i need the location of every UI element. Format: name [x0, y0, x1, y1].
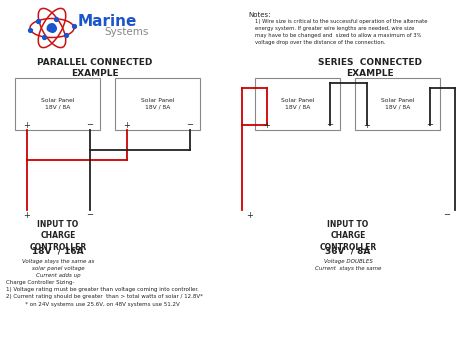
Text: +: +	[124, 120, 130, 130]
Text: Solar Panel
18V / 8A: Solar Panel 18V / 8A	[281, 98, 314, 110]
Text: −: −	[427, 120, 434, 130]
Text: −: −	[444, 210, 450, 219]
Text: +: +	[246, 210, 254, 219]
Text: −: −	[86, 120, 93, 130]
Text: +: +	[24, 210, 30, 219]
Text: e: e	[46, 20, 56, 35]
Bar	[355, 78, 440, 130]
Text: Voltage DOUBLES: Voltage DOUBLES	[324, 259, 373, 264]
Text: 36V  / 8A: 36V / 8A	[325, 246, 371, 255]
Text: Charge Controller Sizing-
1) Voltage rating must be greater than voltage coming : Charge Controller Sizing- 1) Voltage rat…	[6, 280, 203, 306]
Text: +: +	[24, 120, 30, 130]
Text: Solar Panel
18V / 8A: Solar Panel 18V / 8A	[141, 98, 174, 110]
Text: Systems: Systems	[104, 27, 148, 37]
Text: Marine: Marine	[78, 13, 137, 28]
Text: −: −	[327, 120, 334, 130]
Text: 18V  / 16A: 18V / 16A	[32, 246, 84, 255]
Text: Notes:: Notes:	[248, 12, 271, 18]
Text: 1) Wire size is critical to the successful operation of the alternate
energy sys: 1) Wire size is critical to the successf…	[255, 19, 428, 45]
Text: solar panel voltage: solar panel voltage	[32, 266, 84, 271]
Text: Voltage stays the same as: Voltage stays the same as	[22, 259, 94, 264]
Bar	[115, 78, 200, 130]
Text: Solar Panel
18V / 8A: Solar Panel 18V / 8A	[41, 98, 74, 110]
Text: −: −	[86, 210, 93, 219]
Text: +: +	[364, 120, 371, 130]
Bar	[15, 78, 100, 130]
Text: Current adds up: Current adds up	[36, 273, 80, 278]
Text: −: −	[186, 120, 193, 130]
Text: Current  stays the same: Current stays the same	[315, 266, 381, 271]
Bar	[255, 78, 340, 130]
Text: +: +	[264, 120, 271, 130]
Text: PARALLEL CONNECTED
EXAMPLE: PARALLEL CONNECTED EXAMPLE	[37, 58, 153, 79]
Text: Solar Panel
18V / 8A: Solar Panel 18V / 8A	[381, 98, 414, 110]
Text: INPUT TO
CHARGE
CONTROLLER: INPUT TO CHARGE CONTROLLER	[319, 220, 377, 252]
Text: INPUT TO
CHARGE
CONTROLLER: INPUT TO CHARGE CONTROLLER	[29, 220, 87, 252]
Text: SERIES  CONNECTED
EXAMPLE: SERIES CONNECTED EXAMPLE	[318, 58, 422, 79]
